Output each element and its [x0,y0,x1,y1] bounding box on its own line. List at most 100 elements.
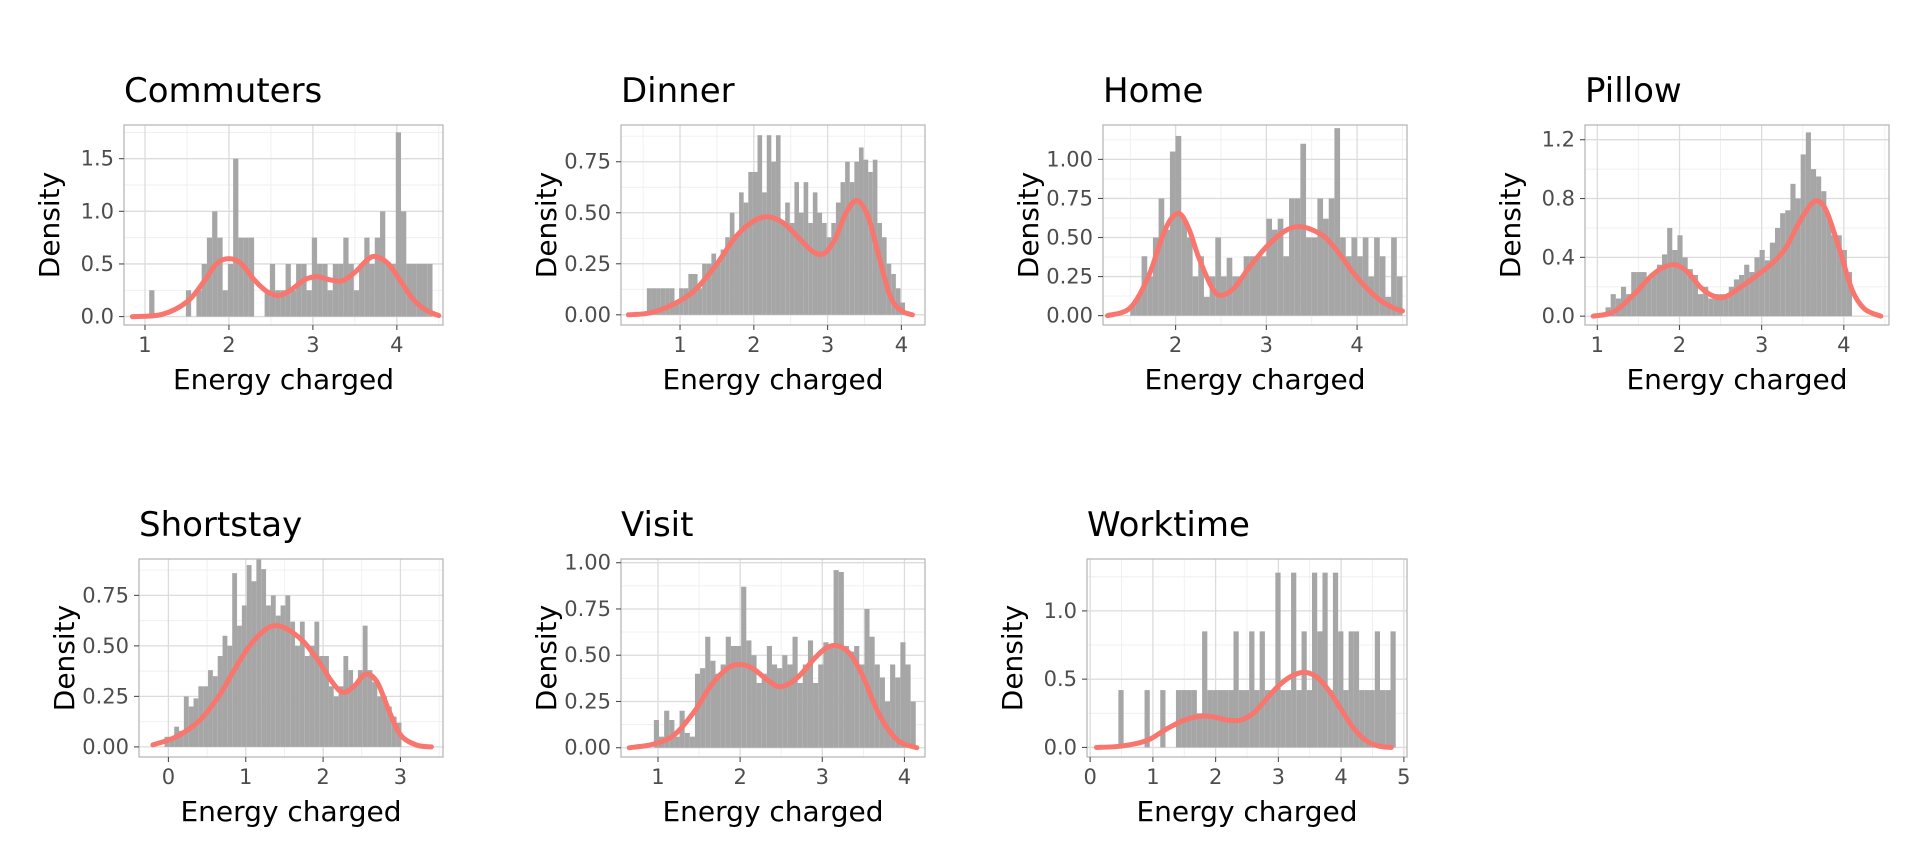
histogram-bar [785,202,790,315]
histogram-bar [787,664,793,748]
x-tick-label: 1 [1591,333,1604,357]
histogram-bar [1160,690,1166,748]
histogram-bar [327,290,333,317]
histogram-bar [266,605,271,747]
y-tick-label: 0.25 [564,252,611,276]
histogram-bar [359,263,365,317]
histogram-bar [775,135,781,315]
y-tick-label: 1.00 [1046,147,1093,171]
histogram-bar [891,273,896,315]
histogram-bar [1192,276,1199,316]
histogram-bar [251,581,257,747]
histogram-bar [1687,269,1693,317]
histogram-bar [1385,690,1391,748]
histogram-bar [1322,572,1328,748]
histogram-bar [217,237,223,317]
histogram-bar [377,696,383,747]
histogram-bar [826,237,832,315]
y-tick-label: 0.50 [564,201,611,225]
histogram-bar [270,595,276,747]
panel-border [1086,558,1408,758]
x-axis-title: Energy charged [1626,363,1847,396]
histogram-bar [710,660,716,748]
histogram-bar [391,716,397,747]
histogram-bar [309,645,315,747]
y-tick-label: 1.00 [564,551,611,575]
histogram-bar [1291,572,1297,748]
x-tick-label: 1 [651,765,664,789]
histogram-bar [792,636,798,748]
x-tick-label: 2 [747,333,760,357]
histogram-bar [1186,237,1193,316]
histogram-bar [1144,690,1150,748]
histogram-bar [669,288,675,315]
histogram-bar [739,192,744,315]
histogram-bar [849,182,855,315]
histogram-bar [1260,256,1267,316]
density-curve [150,623,434,750]
density-curve [1093,669,1394,750]
x-tick-label: 2 [733,765,746,789]
histogram-bar [746,640,752,748]
histogram-bar [1821,191,1827,317]
histogram-bar [1152,237,1159,316]
histogram-bar [1646,279,1652,317]
histogram-bar [322,263,328,317]
histogram-bar [895,677,901,748]
x-tick-label: 3 [816,765,829,789]
histogram-bar [1785,210,1791,317]
histogram-bar [1754,257,1760,317]
histogram-bar [1682,257,1688,317]
histogram-bar [385,263,391,317]
x-tick-label: 2 [1673,333,1686,357]
histogram-bar [1345,256,1352,316]
histogram-bar [1334,128,1341,316]
histogram-bar [348,670,354,747]
histogram-bar [831,222,836,315]
y-tick-label: 1.2 [1542,128,1575,152]
histogram-bar [212,676,218,747]
histogram-bar [1266,218,1273,316]
histogram-bar [1226,257,1233,316]
y-tick-label: 0.25 [82,684,129,708]
histogram-bar [1362,237,1369,316]
histogram-bar [1805,132,1811,317]
histogram-bar [1836,235,1842,317]
histogram-bar [799,212,804,315]
x-tick-label: 4 [1334,765,1347,789]
histogram-bar [1289,198,1295,316]
panel-border [1584,124,1890,326]
y-tick-label: 0.8 [1542,187,1575,211]
histogram-bar [1306,237,1312,316]
histogram-bar [1364,690,1370,748]
histogram-bar [290,621,296,747]
histogram-bar [196,290,202,317]
y-tick-label: 0.00 [564,303,611,327]
histogram-bar [395,132,402,317]
y-tick-label: 0.25 [1046,265,1093,289]
x-axis-title: Energy charged [180,795,401,828]
histogram-bar [1841,250,1847,317]
histogram-bar [222,290,228,317]
histogram-bar [863,159,869,315]
histogram-bar [348,263,354,317]
histogram-bar [835,202,841,315]
histogram-bar [1810,169,1817,317]
histogram-bar [296,263,302,317]
histogram-bar [353,290,360,317]
facet-panel-visit: 1 2 3 4 0.00 0.25 0.50 0.75 1.00 Visit Energy char… [530,505,926,828]
histogram-bar [1306,690,1312,748]
histogram-bar [343,655,349,747]
x-tick-label: 0 [1083,765,1096,789]
histogram-bar [1181,218,1187,316]
histogram-bar [1713,294,1719,317]
histogram-bar [1215,237,1221,316]
histogram-bar [304,655,310,747]
density-curve [625,198,915,318]
histogram-bar [780,222,786,315]
y-tick-label: 0.0 [1044,735,1077,759]
histogram-bar [386,706,392,747]
y-tick-label: 0.75 [82,583,129,607]
histogram-bar [1775,227,1781,317]
histogram-bar [849,651,855,748]
